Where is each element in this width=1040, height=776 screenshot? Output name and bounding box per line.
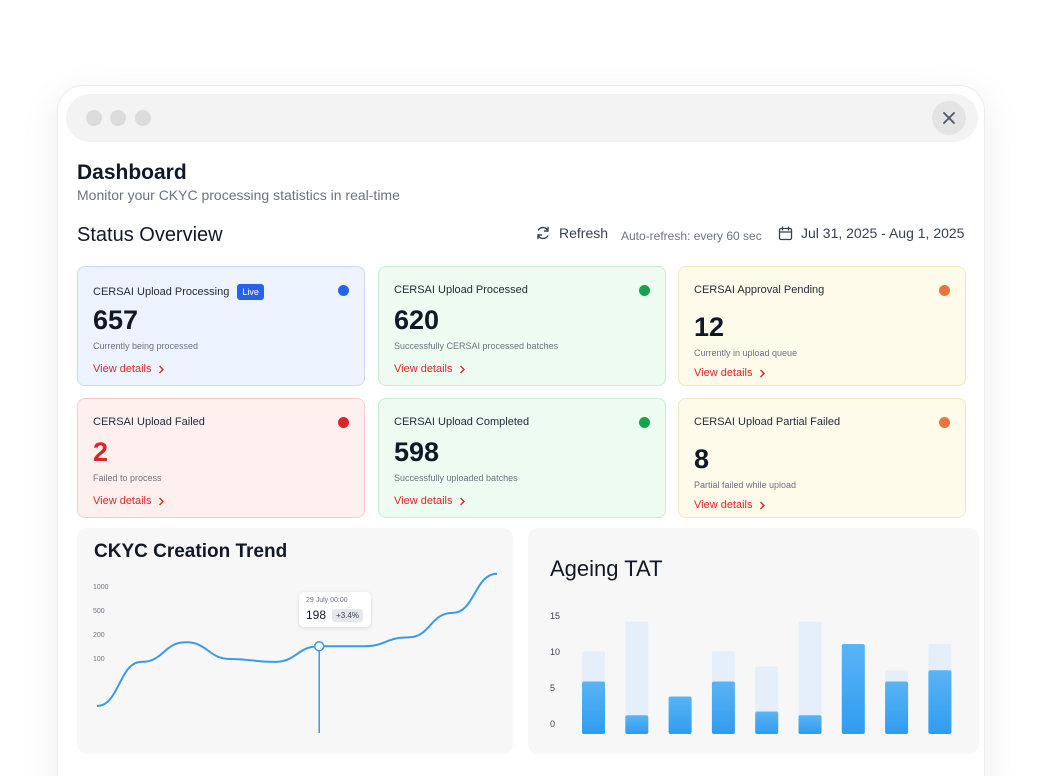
card-description: Successfully CERSAI processed batches bbox=[394, 341, 559, 351]
chevron-right-icon bbox=[158, 365, 164, 373]
card-value: 598 bbox=[394, 437, 440, 467]
ageing-bar[interactable] bbox=[885, 681, 909, 735]
page-subtitle: Monitor your CKYC processing statistics … bbox=[77, 187, 400, 203]
title-bar bbox=[66, 94, 978, 142]
view-details-link[interactable]: View details bbox=[394, 495, 466, 507]
ageing-chart: 15 10 5 0 bbox=[550, 611, 952, 735]
view-details-label: View details bbox=[394, 495, 453, 507]
live-badge: Live bbox=[237, 284, 264, 300]
ageing-bar-bg bbox=[798, 621, 822, 734]
trend-y-tick: 500 bbox=[93, 608, 105, 615]
trend-y-tick: 1000 bbox=[93, 584, 109, 591]
card-description: Currently in upload queue bbox=[694, 348, 798, 358]
status-dot bbox=[639, 417, 650, 428]
ageing-tat-card: Ageing TAT 15 10 5 0 bbox=[528, 528, 979, 754]
card-title: CERSAI Upload Processed bbox=[394, 284, 528, 296]
ageing-bar-bg bbox=[625, 621, 649, 734]
auto-refresh-text: Auto-refresh: every 60 sec bbox=[621, 229, 762, 243]
refresh-icon bbox=[537, 226, 549, 240]
chevron-right-icon bbox=[459, 497, 465, 505]
refresh-button[interactable]: Refresh bbox=[535, 225, 608, 241]
trend-y-tick: 200 bbox=[93, 632, 105, 639]
status-dot bbox=[939, 417, 950, 428]
close-button[interactable] bbox=[932, 101, 966, 135]
card-upload-processed: CERSAI Upload Processed 620 Successfully… bbox=[378, 266, 666, 386]
card-title: CERSAI Upload Processing bbox=[93, 286, 230, 298]
window-dot-3 bbox=[135, 110, 151, 126]
date-range-picker[interactable]: Jul 31, 2025 - Aug 1, 2025 bbox=[778, 225, 964, 241]
trend-chart-title: CKYC Creation Trend bbox=[94, 541, 288, 562]
ageing-y-tick: 0 bbox=[550, 719, 555, 729]
card-partial-failed: CERSAI Upload Partial Failed 8 Partial f… bbox=[678, 398, 966, 518]
ageing-bar[interactable] bbox=[798, 715, 822, 734]
trend-chart: 1000 500 200 100 bbox=[93, 572, 498, 734]
card-value: 657 bbox=[93, 305, 139, 335]
ckyc-trend-card: CKYC Creation Trend 1000 500 200 100 29 Jul… bbox=[77, 528, 513, 754]
ageing-bar[interactable] bbox=[841, 644, 865, 734]
status-dot bbox=[338, 417, 349, 428]
card-value: 620 bbox=[394, 305, 440, 335]
card-approval-pending: CERSAI Approval Pending 12 Currently in … bbox=[678, 266, 966, 386]
calendar-icon bbox=[778, 225, 793, 240]
ageing-y-tick: 15 bbox=[550, 611, 560, 621]
status-dot bbox=[939, 285, 950, 296]
view-details-link[interactable]: View details bbox=[93, 495, 165, 507]
tooltip-date: 29 July 00:00 bbox=[306, 597, 348, 604]
ageing-bar[interactable] bbox=[928, 670, 952, 734]
chevron-right-icon bbox=[459, 365, 465, 373]
tooltip-value: 198 bbox=[306, 608, 327, 622]
trend-y-tick: 100 bbox=[93, 656, 105, 663]
card-description: Currently being processed bbox=[93, 341, 199, 351]
card-upload-processing: CERSAI Upload Processing Live 657 Curren… bbox=[77, 266, 365, 386]
app-window: Dashboard Monitor your CKYC processing s… bbox=[57, 85, 985, 776]
view-details-label: View details bbox=[93, 495, 152, 507]
chevron-right-icon bbox=[158, 497, 164, 505]
status-dot bbox=[338, 285, 349, 296]
chevron-right-icon bbox=[759, 369, 765, 377]
card-title: CERSAI Upload Failed bbox=[93, 416, 205, 428]
card-upload-completed: CERSAI Upload Completed 598 Successfully… bbox=[378, 398, 666, 518]
ageing-chart-title: Ageing TAT bbox=[550, 556, 663, 581]
window-dot-2 bbox=[110, 110, 126, 126]
status-dot bbox=[639, 285, 650, 296]
card-value: 8 bbox=[694, 444, 710, 474]
trend-highlight-point[interactable] bbox=[313, 640, 325, 652]
card-title: CERSAI Upload Partial Failed bbox=[694, 416, 841, 428]
view-details-link[interactable]: View details bbox=[694, 367, 766, 379]
chevron-right-icon bbox=[759, 501, 765, 509]
trend-line bbox=[96, 572, 498, 707]
view-details-label: View details bbox=[93, 363, 152, 375]
window-dot-1 bbox=[86, 110, 102, 126]
card-description: Failed to process bbox=[93, 473, 162, 483]
card-description: Partial failed while upload bbox=[694, 480, 797, 490]
view-details-label: View details bbox=[694, 367, 753, 379]
trend-tooltip: 29 July 00:00 198 +3.4% bbox=[299, 592, 371, 627]
date-range-label: Jul 31, 2025 - Aug 1, 2025 bbox=[801, 225, 965, 241]
ageing-bar[interactable] bbox=[711, 681, 735, 735]
view-details-link[interactable]: View details bbox=[93, 363, 165, 375]
ageing-bar[interactable] bbox=[582, 681, 605, 735]
tooltip-change: +3.4% bbox=[332, 608, 363, 622]
card-description: Successfully uploaded batches bbox=[394, 473, 518, 483]
card-upload-failed: CERSAI Upload Failed 2 Failed to process… bbox=[77, 398, 365, 518]
status-overview-title: Status Overview bbox=[77, 224, 223, 246]
page-title: Dashboard bbox=[77, 161, 187, 184]
view-details-link[interactable]: View details bbox=[694, 499, 766, 511]
refresh-label: Refresh bbox=[559, 225, 609, 241]
ageing-bar[interactable] bbox=[755, 711, 779, 735]
close-icon bbox=[943, 112, 955, 124]
view-details-label: View details bbox=[394, 363, 453, 375]
card-value: 12 bbox=[694, 312, 725, 342]
view-details-link[interactable]: View details bbox=[394, 363, 466, 375]
ageing-bar[interactable] bbox=[668, 696, 692, 735]
ageing-y-tick: 5 bbox=[550, 683, 555, 693]
card-title: CERSAI Upload Completed bbox=[394, 416, 530, 428]
card-title: CERSAI Approval Pending bbox=[694, 284, 825, 296]
card-value: 2 bbox=[93, 437, 109, 467]
ageing-y-tick: 10 bbox=[550, 647, 560, 657]
ageing-bar[interactable] bbox=[625, 715, 649, 734]
view-details-label: View details bbox=[694, 499, 753, 511]
